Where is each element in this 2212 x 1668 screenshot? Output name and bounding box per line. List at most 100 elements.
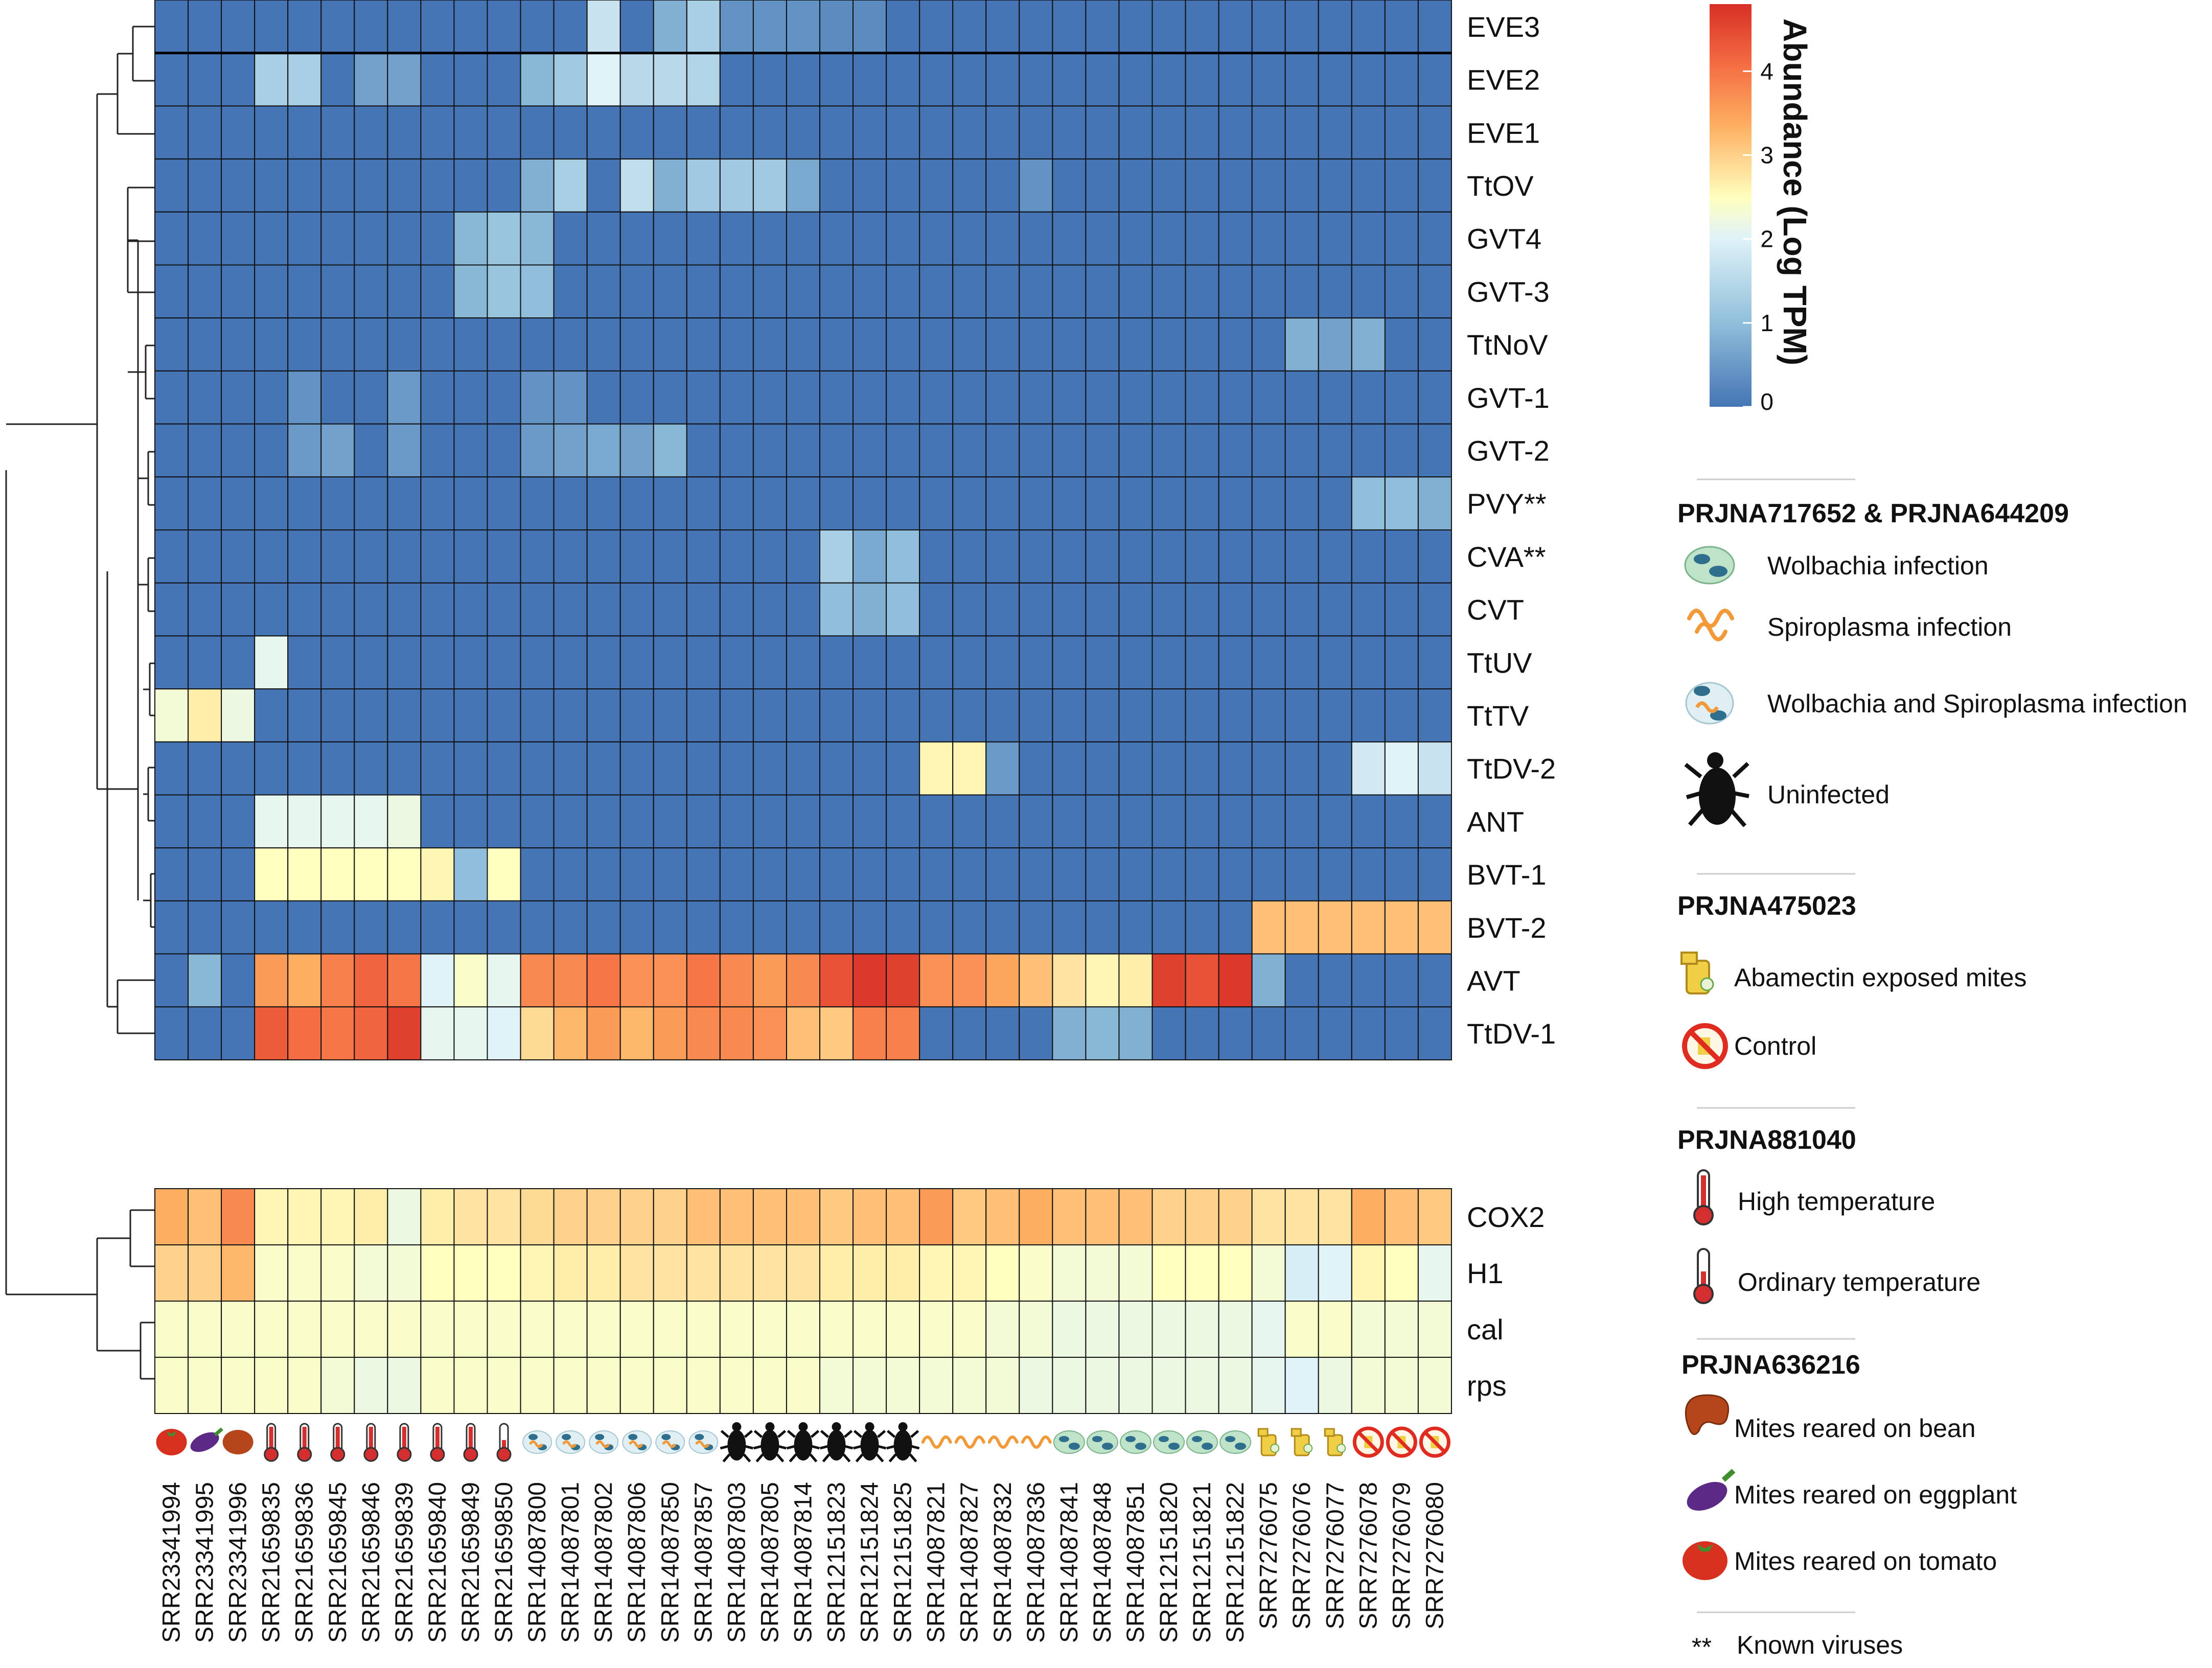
gene-cell bbox=[786, 1188, 820, 1245]
virus-cell bbox=[619, 635, 654, 690]
gene-cell bbox=[254, 1188, 289, 1245]
prohibited-icon bbox=[1682, 1023, 1728, 1069]
virus-cell bbox=[786, 688, 820, 743]
virus-cell bbox=[952, 105, 987, 160]
virus-cell bbox=[952, 1006, 987, 1061]
gene-cell bbox=[1019, 1188, 1053, 1245]
virus-cell bbox=[786, 52, 820, 107]
gene-cell bbox=[719, 1301, 754, 1358]
gene-cell bbox=[985, 1301, 1020, 1358]
column-label: SRR12151821 bbox=[1189, 1482, 1216, 1643]
column-label: SRR14087801 bbox=[557, 1482, 584, 1643]
virus-cell bbox=[1185, 264, 1219, 319]
virus-cell bbox=[1284, 1006, 1319, 1061]
virus-cell bbox=[752, 317, 787, 372]
row-labels: EVE3 EVE2 EVE1 TtOV GVT4 GVT-3 TtNoV GVT-1 GVT-2… bbox=[1467, 11, 1556, 1402]
column-label: SRR7276078 bbox=[1355, 1482, 1382, 1629]
gene-cell bbox=[254, 1301, 289, 1358]
column-label: SRR14087841 bbox=[1056, 1482, 1083, 1643]
virus-cell bbox=[420, 52, 455, 107]
virus-cell bbox=[221, 529, 256, 584]
virus-cell bbox=[852, 158, 887, 213]
virus-cell bbox=[819, 688, 854, 743]
virus-cell bbox=[819, 52, 854, 107]
virus-cell bbox=[1218, 264, 1253, 319]
gene-heatmap bbox=[154, 1188, 1452, 1414]
virus-cell bbox=[1318, 105, 1352, 160]
virus-cell bbox=[1218, 582, 1253, 637]
virus-cell bbox=[320, 158, 355, 213]
virus-cell bbox=[221, 423, 256, 478]
row-label: TtDV-2 bbox=[1467, 753, 1556, 785]
virus-cell bbox=[919, 635, 954, 690]
virus-cell bbox=[553, 0, 588, 54]
virus-cell bbox=[1118, 423, 1153, 478]
virus-cell bbox=[188, 847, 222, 901]
virus-cell bbox=[786, 476, 820, 530]
virus-cell bbox=[1318, 741, 1352, 796]
virus-cell bbox=[1384, 317, 1419, 372]
virus-cell bbox=[1284, 953, 1319, 1008]
legend-label-abamectin: Abamectin exposed mites bbox=[1734, 963, 2027, 992]
virus-cell bbox=[487, 105, 521, 160]
gene-cell bbox=[1151, 1244, 1186, 1302]
virus-cell bbox=[819, 0, 854, 54]
virus-cell bbox=[1185, 582, 1219, 637]
virus-cell bbox=[1019, 1006, 1053, 1061]
virus-cell bbox=[188, 529, 222, 584]
virus-cell bbox=[985, 0, 1020, 54]
virus-cell bbox=[1151, 847, 1186, 901]
column-label: SRR21659845 bbox=[325, 1482, 352, 1643]
virus-cell bbox=[1417, 476, 1452, 530]
virus-cell bbox=[553, 953, 588, 1008]
column-label: SRR21659850 bbox=[491, 1482, 518, 1643]
virus-cell bbox=[752, 529, 787, 584]
virus-cell bbox=[354, 900, 388, 955]
virus-cell bbox=[686, 741, 721, 796]
virus-cell bbox=[1085, 476, 1120, 530]
virus-cell bbox=[254, 794, 289, 849]
virus-cell bbox=[1384, 635, 1419, 690]
virus-cell bbox=[453, 529, 488, 584]
virus-cell bbox=[1251, 370, 1286, 425]
virus-cell bbox=[985, 317, 1020, 372]
virus-cell bbox=[1384, 1006, 1419, 1061]
virus-cell bbox=[188, 423, 222, 478]
virus-cell bbox=[1351, 900, 1386, 955]
virus-cell bbox=[1251, 794, 1286, 849]
virus-cell bbox=[653, 423, 687, 478]
virus-cell bbox=[387, 264, 422, 319]
virus-cell bbox=[1384, 105, 1419, 160]
virus-cell bbox=[420, 158, 455, 213]
virus-cell bbox=[786, 0, 820, 54]
virus-cell bbox=[553, 1006, 588, 1061]
gene-cell bbox=[520, 1188, 555, 1245]
legend-label-eggplant: Mites reared on eggplant bbox=[1734, 1480, 2017, 1509]
virus-cell bbox=[154, 476, 189, 530]
virus-cell bbox=[952, 476, 987, 530]
virus-cell bbox=[487, 847, 521, 901]
virus-cell bbox=[1218, 1006, 1253, 1061]
virus-cell bbox=[221, 158, 256, 213]
virus-cell bbox=[1118, 0, 1153, 54]
virus-cell bbox=[719, 158, 754, 213]
gene-cell bbox=[1218, 1357, 1253, 1414]
virus-cell bbox=[1019, 900, 1053, 955]
high-temp-icon bbox=[363, 1423, 379, 1462]
virus-cell bbox=[487, 317, 521, 372]
virus-cell bbox=[254, 52, 289, 107]
virus-cell bbox=[320, 688, 355, 743]
gene-cell bbox=[553, 1244, 588, 1302]
virus-cell bbox=[254, 529, 289, 584]
virus-cell bbox=[520, 794, 555, 849]
virus-cell bbox=[1417, 264, 1452, 319]
virus-cell bbox=[1052, 52, 1087, 107]
virus-cell bbox=[1118, 317, 1153, 372]
thermometer-high-icon bbox=[1693, 1169, 1714, 1225]
virus-cell bbox=[420, 953, 455, 1008]
gene-cell bbox=[1318, 1357, 1352, 1414]
row-label: TtTV bbox=[1467, 700, 1529, 732]
virus-cell bbox=[320, 529, 355, 584]
column-label: SRR14087806 bbox=[624, 1482, 651, 1643]
virus-cell bbox=[420, 688, 455, 743]
